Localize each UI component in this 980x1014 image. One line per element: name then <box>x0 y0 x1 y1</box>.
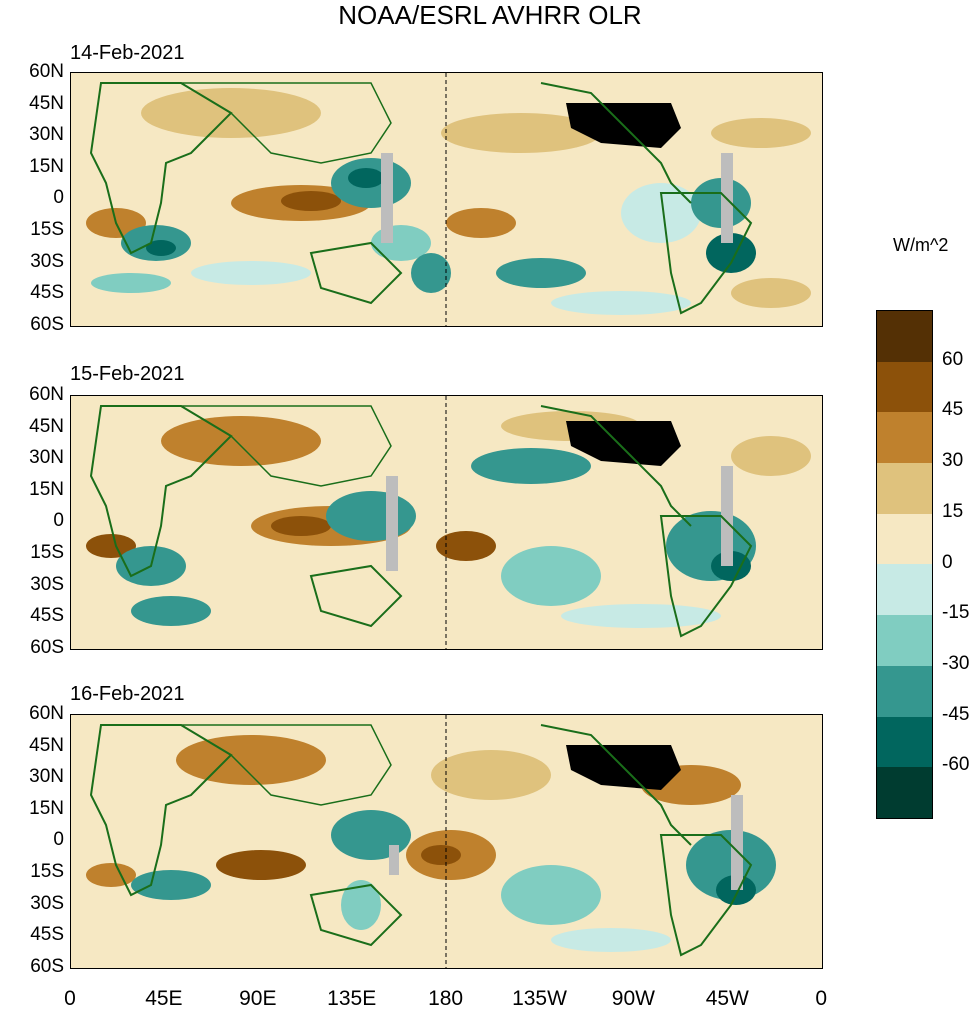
colorbar-swatch <box>877 767 932 818</box>
lon-label: 180 <box>428 987 464 1010</box>
lat-label: 60S <box>30 636 64 658</box>
lat-label: 15N <box>29 155 64 177</box>
lon-label: 45E <box>145 987 183 1010</box>
colorbar-label: 15 <box>942 500 964 522</box>
lat-label: 60N <box>29 384 64 405</box>
colorbar-swatch <box>877 311 932 362</box>
lat-label: 30N <box>29 766 64 788</box>
colorbar-label: -15 <box>942 602 970 624</box>
panel-1-map <box>70 72 823 327</box>
lat-label: 45S <box>30 282 64 304</box>
lat-label: 45N <box>29 734 64 756</box>
colorbar-label: 0 <box>942 551 953 573</box>
panel-3-date: 16-Feb-2021 <box>70 683 185 705</box>
lat-label: 30N <box>29 447 64 469</box>
colorbar-swatch <box>877 615 932 666</box>
lat-label: 15S <box>30 542 64 563</box>
colorbar-swatch <box>877 412 932 464</box>
colorbar-label: 30 <box>942 450 964 472</box>
lon-label: 0 <box>815 987 828 1010</box>
lon-label: 90W <box>611 987 655 1010</box>
lon-label: 135W <box>512 987 567 1010</box>
colorbar-label: -60 <box>942 754 970 776</box>
colorbar-label: 60 <box>942 348 964 370</box>
colorbar-label: -30 <box>942 652 970 674</box>
lat-label: 30S <box>30 250 64 272</box>
lat-label: 0 <box>53 187 64 209</box>
colorbar-swatch <box>877 716 932 768</box>
colorbar-swatch <box>877 463 932 514</box>
lat-label: 60N <box>29 703 64 724</box>
lat-label: 30N <box>29 124 64 146</box>
colorbar-label: 45 <box>942 399 964 421</box>
lat-label: 60N <box>29 61 64 82</box>
lat-label: 0 <box>53 510 64 532</box>
colorbar-unit: W/m^2 <box>893 235 949 255</box>
lat-label: 45N <box>29 92 64 114</box>
colorbar-swatch <box>877 564 932 616</box>
lat-label: 45S <box>30 605 64 627</box>
panel-2-date: 15-Feb-2021 <box>70 363 185 385</box>
lon-label: 0 <box>64 987 76 1010</box>
panel-2-map <box>70 395 823 650</box>
lat-label: 60S <box>30 955 64 977</box>
figure-title: NOAA/ESRL AVHRR OLR <box>338 0 642 30</box>
lon-label: 45W <box>705 987 749 1010</box>
lon-label: 90E <box>239 987 277 1010</box>
colorbar-swatch <box>877 665 932 717</box>
lat-label: 45S <box>30 924 64 946</box>
panel-3-map <box>70 714 823 969</box>
panel-1-date: 14-Feb-2021 <box>70 42 185 64</box>
lat-label: 30S <box>30 892 64 914</box>
lat-label: 15N <box>29 478 64 500</box>
colorbar-swatch <box>877 513 932 565</box>
colorbar-swatch <box>877 361 932 413</box>
lat-label: 60S <box>30 313 64 335</box>
lat-label: 15N <box>29 797 64 819</box>
colorbar <box>876 310 933 819</box>
colorbar-label: -45 <box>942 703 970 725</box>
lat-label: 0 <box>53 829 64 851</box>
lat-label: 15S <box>30 219 64 240</box>
lat-label: 45N <box>29 415 64 437</box>
lon-label: 135E <box>327 987 377 1010</box>
lat-label: 30S <box>30 573 64 595</box>
lat-label: 15S <box>30 861 64 882</box>
